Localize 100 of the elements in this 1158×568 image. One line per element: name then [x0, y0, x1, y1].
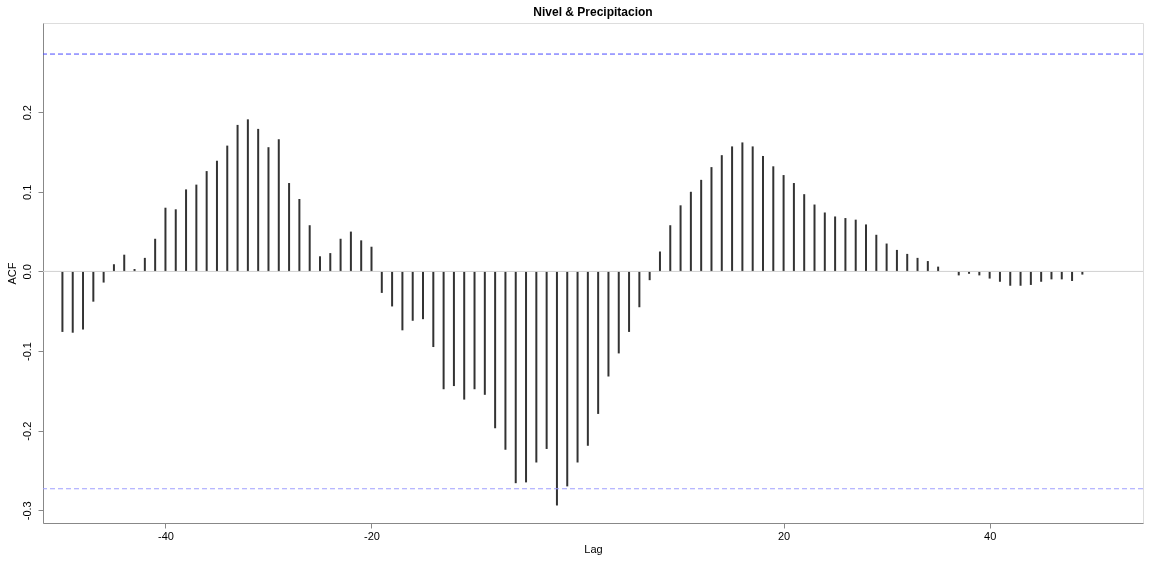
bar: [535, 271, 538, 463]
bar: [422, 271, 425, 320]
bar: [92, 271, 95, 302]
bar: [844, 218, 847, 272]
bar: [174, 209, 177, 272]
bar: [154, 238, 157, 272]
bar: [360, 240, 363, 272]
bar: [576, 271, 579, 463]
bar: [854, 219, 857, 272]
bar: [792, 183, 795, 272]
bar: [288, 183, 291, 272]
bar: [803, 194, 806, 272]
bar: [514, 271, 517, 484]
bar: [761, 155, 764, 272]
bar: [720, 155, 723, 272]
bar: [628, 271, 631, 332]
bar: [236, 124, 239, 272]
bar: [865, 224, 868, 272]
bar: [823, 212, 826, 272]
bar: [607, 271, 610, 377]
bar: [432, 271, 435, 348]
bar: [205, 171, 208, 272]
bar: [731, 146, 734, 272]
bar: [700, 179, 703, 272]
bar: [885, 243, 888, 272]
bar: [215, 160, 218, 272]
bar: [669, 225, 672, 272]
y-tick-label: -0.3: [20, 501, 33, 521]
bar: [277, 139, 280, 272]
bar: [689, 191, 692, 272]
bar: [102, 271, 105, 283]
x-tick-label: 40: [984, 529, 997, 542]
bar: [679, 205, 682, 272]
bar: [112, 264, 115, 272]
bar: [741, 142, 744, 272]
bar: [71, 271, 74, 333]
bar: [772, 166, 775, 272]
bar: [875, 234, 878, 272]
bar: [318, 256, 321, 272]
bar: [164, 207, 167, 272]
bar: [61, 271, 64, 332]
chart-title: Nivel & Precipitacion: [533, 5, 653, 19]
bar: [555, 271, 558, 506]
bar: [411, 271, 414, 321]
y-tick-label: 0.2: [20, 105, 33, 121]
y-tick-label: 0.0: [20, 264, 33, 280]
bar: [308, 225, 311, 272]
bar: [617, 271, 620, 354]
x-tick-label: -40: [157, 529, 174, 542]
bar: [1040, 271, 1043, 282]
bar: [998, 271, 1001, 282]
bar: [452, 271, 455, 387]
bar: [298, 198, 301, 272]
bar: [329, 253, 332, 272]
bar: [782, 175, 785, 272]
bar: [494, 271, 497, 429]
bar: [185, 189, 188, 272]
bar: [834, 216, 837, 272]
bar: [813, 204, 816, 272]
bar: [906, 253, 909, 272]
bar: [380, 271, 383, 293]
bar: [1019, 271, 1022, 286]
bar: [463, 271, 466, 400]
x-axis-title: Lag: [584, 542, 603, 555]
bar: [504, 271, 507, 450]
bar: [339, 238, 342, 272]
bar: [195, 184, 198, 272]
bar: [926, 261, 929, 272]
bar: [525, 271, 528, 483]
bar: [267, 147, 270, 272]
y-tick-label: -0.1: [20, 342, 33, 362]
bar: [566, 271, 569, 487]
bar: [370, 246, 373, 272]
bar: [123, 254, 126, 272]
bar: [391, 271, 394, 307]
bar: [916, 257, 919, 272]
y-tick-label: -0.2: [20, 421, 33, 441]
bar: [257, 128, 260, 272]
bar: [1009, 271, 1012, 286]
bar: [586, 271, 589, 446]
x-tick-label: 20: [777, 529, 791, 542]
bar: [349, 231, 352, 272]
bar: [710, 167, 713, 272]
bar: [473, 271, 476, 390]
x-tick-label: -20: [364, 529, 380, 542]
bar: [226, 145, 229, 272]
bar: [597, 271, 600, 414]
bar: [545, 271, 548, 449]
bar: [143, 257, 146, 272]
bar: [401, 271, 404, 331]
bar: [246, 119, 249, 272]
y-axis-title: ACF: [5, 262, 18, 285]
bar: [442, 271, 445, 390]
bar: [638, 271, 641, 308]
bar: [1029, 271, 1032, 285]
bar: [483, 271, 486, 395]
bar: [751, 146, 754, 272]
y-tick-label: 0.1: [20, 184, 33, 200]
bar: [82, 271, 85, 330]
bar: [895, 249, 898, 272]
